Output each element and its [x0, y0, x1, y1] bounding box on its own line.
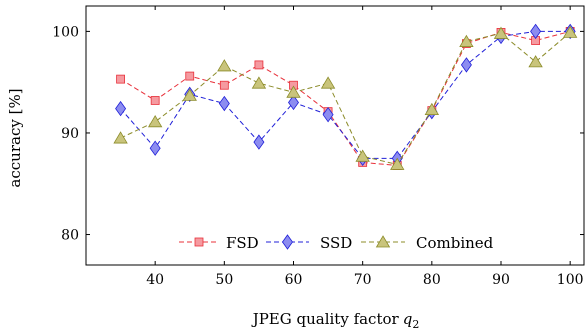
x-tick-label: 50	[215, 272, 233, 288]
data-point-combined	[562, 25, 578, 38]
data-point-ssd	[115, 100, 127, 117]
data-point-combined	[355, 149, 370, 162]
data-point-combined	[390, 157, 405, 170]
series-line-ssd	[120, 30, 571, 159]
legend-marker-ssd	[282, 234, 293, 250]
legend-label-fsd: FSD	[226, 234, 259, 252]
data-point-combined	[320, 76, 336, 89]
data-point-combined	[528, 55, 543, 68]
y-tick-label: 80	[61, 228, 79, 244]
data-point-combined	[182, 88, 197, 101]
y-axis-label: accuracy [%]	[6, 88, 24, 187]
data-point-combined	[251, 76, 267, 89]
data-point-ssd	[253, 134, 265, 150]
x-tick-label: 70	[354, 272, 372, 288]
axes: 40 50 60 70 80 90 100 80 90 100	[52, 5, 585, 288]
data-point-fsd	[116, 74, 125, 84]
y-tick-label: 100	[52, 24, 79, 40]
legend-label-ssd: SSD	[320, 234, 352, 252]
data-point-ssd	[460, 57, 472, 73]
x-axis-label-text: JPEG quality factor	[251, 310, 400, 328]
series-line-combined	[120, 32, 571, 166]
y-tick-label: 90	[61, 126, 79, 142]
data-point-fsd	[185, 71, 195, 81]
x-axis-label-var: q	[403, 310, 413, 328]
data-point-combined	[459, 34, 474, 47]
series-ssd	[115, 23, 576, 167]
legend-marker-combined	[375, 235, 391, 248]
series-layer	[113, 23, 578, 170]
x-tick-label: 80	[423, 272, 441, 288]
data-point-ssd	[149, 140, 161, 156]
data-point-ssd	[530, 23, 542, 40]
series-combined	[113, 25, 578, 170]
data-point-combined	[493, 26, 509, 39]
x-axis-label: JPEG quality factor q2	[251, 310, 420, 331]
data-point-ssd	[218, 95, 230, 112]
data-point-combined	[217, 59, 232, 72]
data-point-fsd	[254, 60, 264, 70]
plot-frame	[85, 5, 585, 266]
legend-label-combined: Combined	[416, 234, 494, 252]
data-point-fsd	[219, 80, 229, 90]
data-point-combined	[424, 102, 440, 115]
legend: FSD SSD Combined	[179, 234, 494, 252]
data-point-combined	[147, 115, 163, 128]
x-tick-label: 60	[285, 272, 303, 288]
legend-marker-fsd	[194, 237, 204, 247]
x-axis-label-sub: 2	[412, 318, 419, 331]
data-point-combined	[286, 85, 301, 98]
x-tick-label: 90	[492, 272, 510, 288]
data-point-combined	[113, 131, 128, 144]
x-tick-label: 100	[557, 272, 584, 288]
data-point-ssd	[288, 94, 299, 111]
data-point-fsd	[150, 96, 160, 105]
data-point-ssd	[322, 106, 334, 123]
x-tick-label: 40	[146, 272, 164, 288]
